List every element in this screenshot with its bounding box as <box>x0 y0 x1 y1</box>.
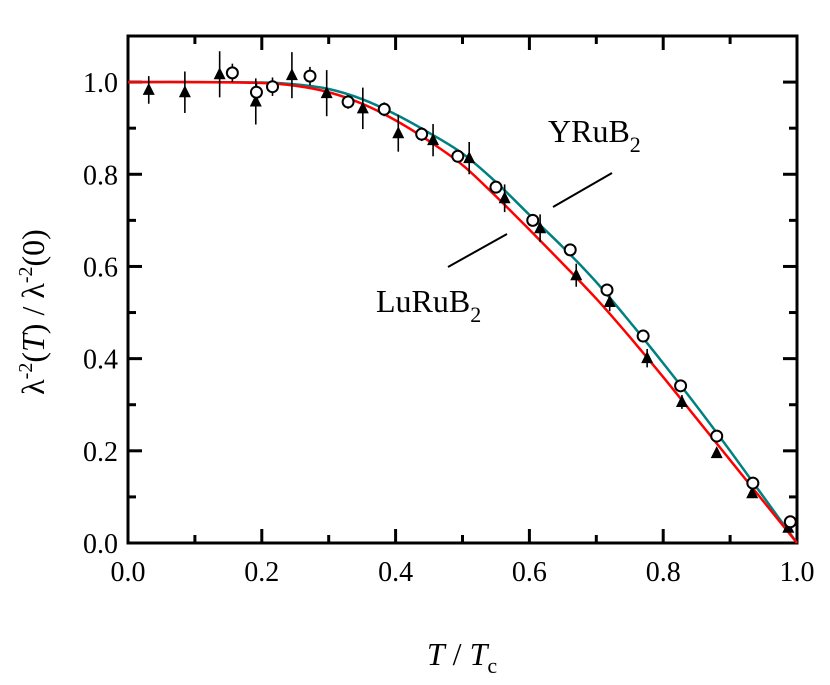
data-point-lurub2 <box>641 351 654 364</box>
data-point-yrub2 <box>341 95 355 109</box>
data-point-lurub2 <box>427 133 440 146</box>
data-point-yrub2 <box>266 80 280 94</box>
data-point-yrub2 <box>451 149 465 163</box>
data-point-yrub2 <box>303 69 317 83</box>
data-point-lurub2 <box>746 486 759 499</box>
x-tick-label: 0.6 <box>512 557 547 588</box>
axis-ticks: 0.0 0.2 0.4 0.6 0.8 1.0 0.0 0.2 0.4 0.6 0.8 1.0 <box>83 34 815 588</box>
data-point-yrub2 <box>563 243 577 257</box>
x-axis-label: T / Tc <box>427 636 497 678</box>
annotation-yrub2: YRuB2 <box>548 113 641 157</box>
data-points <box>142 51 797 533</box>
x-tick-label: 0.0 <box>111 557 146 588</box>
data-point-yrub2 <box>249 85 263 99</box>
annotation-line-yrub2 <box>552 172 613 208</box>
data-point-lurub2 <box>463 151 476 164</box>
annotation-line-lurub2 <box>447 233 508 268</box>
data-point-yrub2 <box>225 66 239 80</box>
data-point-lurub2 <box>213 67 226 80</box>
x-tick-label: 0.2 <box>244 557 279 588</box>
data-point-yrub2 <box>636 329 650 343</box>
data-point-yrub2 <box>746 476 760 490</box>
annotation-lines <box>447 172 613 268</box>
data-point-yrub2 <box>710 429 724 443</box>
x-tick-label: 1.0 <box>780 557 815 588</box>
data-point-lurub2 <box>178 85 191 98</box>
data-point-lurub2 <box>603 294 616 307</box>
y-tick-label: 0.8 <box>83 160 118 191</box>
data-point-lurub2 <box>710 446 723 459</box>
data-point-yrub2 <box>377 102 391 116</box>
x-tick-label: 0.4 <box>378 557 413 588</box>
data-point-yrub2 <box>415 127 429 141</box>
y-tick-label: 0.2 <box>83 437 118 468</box>
y-tick-label: 0.0 <box>83 529 118 560</box>
data-point-yrub2 <box>783 515 797 529</box>
data-point-lurub2 <box>142 82 155 95</box>
data-point-lurub2 <box>320 86 333 99</box>
data-point-lurub2 <box>285 68 298 81</box>
data-point-lurub2 <box>534 221 547 234</box>
annotation-lurub2: LuRuB2 <box>376 283 481 327</box>
y-tick-label: 0.6 <box>83 252 118 283</box>
data-point-yrub2 <box>674 379 688 393</box>
data-point-lurub2 <box>356 101 369 114</box>
data-point-lurub2 <box>675 394 688 407</box>
y-tick-label: 1.0 <box>83 68 118 99</box>
data-point-yrub2 <box>489 180 503 194</box>
y-tick-label: 0.4 <box>83 345 118 376</box>
x-tick-label: 0.8 <box>646 557 681 588</box>
data-point-lurub2 <box>498 191 511 204</box>
data-point-yrub2 <box>600 283 614 297</box>
data-point-lurub2 <box>392 126 405 139</box>
y-axis-label: λ-2(T) / λ-2(0) <box>15 229 51 395</box>
data-point-yrub2 <box>526 213 540 227</box>
data-point-lurub2 <box>570 268 583 281</box>
